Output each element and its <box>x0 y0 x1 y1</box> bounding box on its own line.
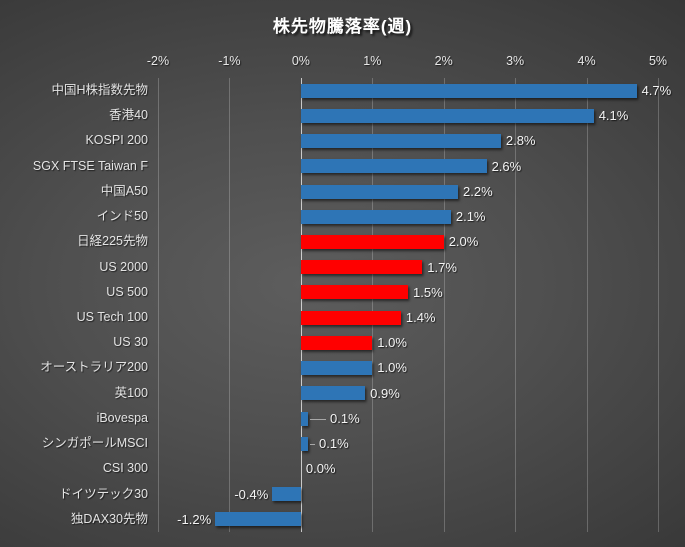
plot-area: 4.7% 4.1% 2.8% 2.6% 2.2% 2.1% 2.0% 1.7% 1.5% 1.4%… <box>158 78 671 532</box>
value-label: 1.0% <box>377 360 407 376</box>
category-label: 香港40 <box>109 108 148 123</box>
category-label: KOSPI 200 <box>85 133 148 148</box>
category-label: 中国A50 <box>100 183 148 198</box>
x-tick-label: 5% <box>648 54 668 68</box>
bar <box>300 234 444 249</box>
gridline <box>372 78 374 532</box>
value-label: -1.2% <box>177 511 212 527</box>
value-label: 1.4% <box>405 310 436 325</box>
x-tick-label: 1% <box>363 54 382 68</box>
x-tick-label: 4% <box>577 54 596 68</box>
bar <box>300 285 408 300</box>
category-label: 独DAX30先物 <box>70 511 148 526</box>
category-label: US 30 <box>113 335 148 350</box>
x-tick-label: -1% <box>218 54 241 68</box>
gridline <box>586 78 588 532</box>
value-label: 2.8% <box>505 133 536 149</box>
bar <box>300 159 487 174</box>
leader-line <box>310 443 315 445</box>
bar <box>300 184 458 199</box>
value-label: -0.4% <box>234 486 269 502</box>
category-label: SGX FTSE Taiwan F <box>32 158 148 173</box>
bar <box>300 411 308 426</box>
bar <box>300 335 373 350</box>
value-label: 4.7% <box>641 83 672 98</box>
bar <box>215 512 301 527</box>
value-label: 2.6% <box>491 158 522 174</box>
bar <box>300 209 451 224</box>
x-tick-label: -2% <box>146 54 170 68</box>
bar <box>300 310 401 325</box>
gridline <box>658 78 659 532</box>
x-tick-label: 3% <box>506 54 525 68</box>
x-tick-label: 2% <box>434 54 453 68</box>
bar <box>300 83 637 98</box>
category-label: CSI 300 <box>102 461 148 476</box>
zero-axis-line <box>300 78 302 532</box>
leader-line <box>310 418 326 420</box>
bar <box>300 134 501 149</box>
gridline <box>158 78 159 532</box>
value-label: 0.9% <box>370 385 400 401</box>
value-label: 2.1% <box>455 209 486 225</box>
category-label: ドイツテック30 <box>59 486 148 501</box>
category-label: オーストラリア200 <box>40 360 148 375</box>
value-label: 0.1% <box>319 436 349 452</box>
category-label: インド50 <box>96 209 148 224</box>
category-label: US Tech 100 <box>76 310 148 324</box>
bar <box>300 386 366 401</box>
value-label: 1.5% <box>413 284 443 300</box>
gridline <box>229 78 231 532</box>
category-label: iBovespa <box>96 410 148 425</box>
category-label: 日経225先物 <box>77 234 148 249</box>
gridline <box>443 78 445 532</box>
value-label: 2.0% <box>448 234 479 250</box>
value-label: 0.1% <box>330 410 360 426</box>
bar <box>300 361 373 376</box>
bar <box>272 487 301 502</box>
gridline <box>515 78 517 532</box>
x-tick-label: 0% <box>291 54 310 68</box>
category-label: 中国H株指数先物 <box>51 83 148 97</box>
category-label: US 500 <box>106 284 148 299</box>
bar <box>300 436 308 451</box>
value-label: 2.2% <box>463 183 493 199</box>
category-label: US 2000 <box>99 259 148 274</box>
category-label: シンガポールMSCI <box>41 436 148 451</box>
bar <box>300 108 594 123</box>
value-label: 1.7% <box>427 259 457 275</box>
value-label: 0.0% <box>305 461 336 477</box>
value-label: 1.0% <box>377 335 407 351</box>
value-label: 4.1% <box>598 108 629 124</box>
bar <box>300 260 423 275</box>
category-label: 英100 <box>114 385 148 400</box>
chart-title: 株先物騰落率(週) <box>272 17 413 36</box>
